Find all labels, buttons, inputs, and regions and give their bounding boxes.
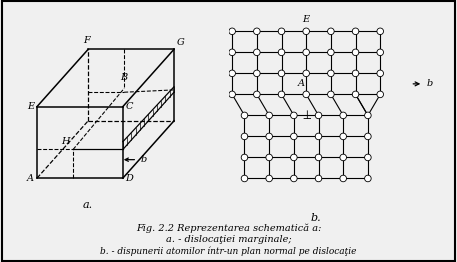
Circle shape: [352, 28, 359, 35]
Text: H: H: [62, 137, 70, 146]
Text: E: E: [27, 102, 34, 111]
Circle shape: [266, 175, 272, 182]
Circle shape: [315, 154, 322, 161]
Text: G: G: [177, 38, 185, 47]
Circle shape: [377, 28, 383, 35]
Circle shape: [377, 70, 383, 77]
Circle shape: [241, 175, 248, 182]
Circle shape: [303, 70, 309, 77]
Circle shape: [241, 112, 248, 119]
Circle shape: [254, 70, 260, 77]
Circle shape: [291, 175, 297, 182]
Circle shape: [241, 133, 248, 140]
Circle shape: [303, 28, 309, 35]
Circle shape: [365, 154, 371, 161]
Circle shape: [315, 112, 322, 119]
Circle shape: [229, 28, 235, 35]
Circle shape: [328, 91, 334, 98]
Circle shape: [365, 175, 371, 182]
Circle shape: [229, 70, 235, 77]
Circle shape: [254, 49, 260, 56]
Circle shape: [303, 91, 309, 98]
Circle shape: [315, 175, 322, 182]
Circle shape: [365, 112, 371, 119]
Circle shape: [328, 28, 334, 35]
Circle shape: [352, 49, 359, 56]
Text: a. - dislocaţiei marginale;: a. - dislocaţiei marginale;: [166, 235, 291, 244]
Circle shape: [328, 49, 334, 56]
Text: b. - dispunerii atomilor íntr-un plan normal pe dislocaţie: b. - dispunerii atomilor íntr-un plan no…: [100, 247, 357, 256]
Circle shape: [377, 49, 383, 56]
Circle shape: [278, 70, 285, 77]
Circle shape: [241, 154, 248, 161]
Circle shape: [340, 133, 346, 140]
Circle shape: [278, 28, 285, 35]
Circle shape: [266, 154, 272, 161]
Text: D: D: [125, 173, 133, 183]
Circle shape: [254, 28, 260, 35]
Circle shape: [340, 112, 346, 119]
Text: a.: a.: [83, 200, 93, 210]
Circle shape: [340, 175, 346, 182]
Text: E: E: [303, 15, 310, 24]
Circle shape: [291, 133, 297, 140]
Circle shape: [229, 91, 235, 98]
Text: F: F: [83, 36, 90, 45]
Text: $\perp$: $\perp$: [300, 109, 313, 122]
Text: b: b: [427, 79, 433, 88]
Text: b: b: [140, 155, 147, 164]
Circle shape: [291, 112, 297, 119]
Circle shape: [377, 91, 383, 98]
Circle shape: [266, 133, 272, 140]
Circle shape: [303, 49, 309, 56]
Circle shape: [278, 91, 285, 98]
Text: b.: b.: [311, 213, 322, 223]
Text: B: B: [121, 73, 128, 82]
Circle shape: [352, 70, 359, 77]
Circle shape: [315, 133, 322, 140]
Circle shape: [340, 154, 346, 161]
Circle shape: [278, 49, 285, 56]
Circle shape: [328, 70, 334, 77]
Text: C: C: [126, 102, 133, 111]
Circle shape: [352, 91, 359, 98]
Circle shape: [365, 133, 371, 140]
Circle shape: [254, 91, 260, 98]
Circle shape: [266, 112, 272, 119]
Text: A: A: [27, 173, 34, 183]
Text: Fig. 2.2 Reprezentarea schematică a:: Fig. 2.2 Reprezentarea schematică a:: [136, 223, 321, 233]
Text: A: A: [298, 79, 304, 88]
Circle shape: [291, 154, 297, 161]
Circle shape: [229, 49, 235, 56]
